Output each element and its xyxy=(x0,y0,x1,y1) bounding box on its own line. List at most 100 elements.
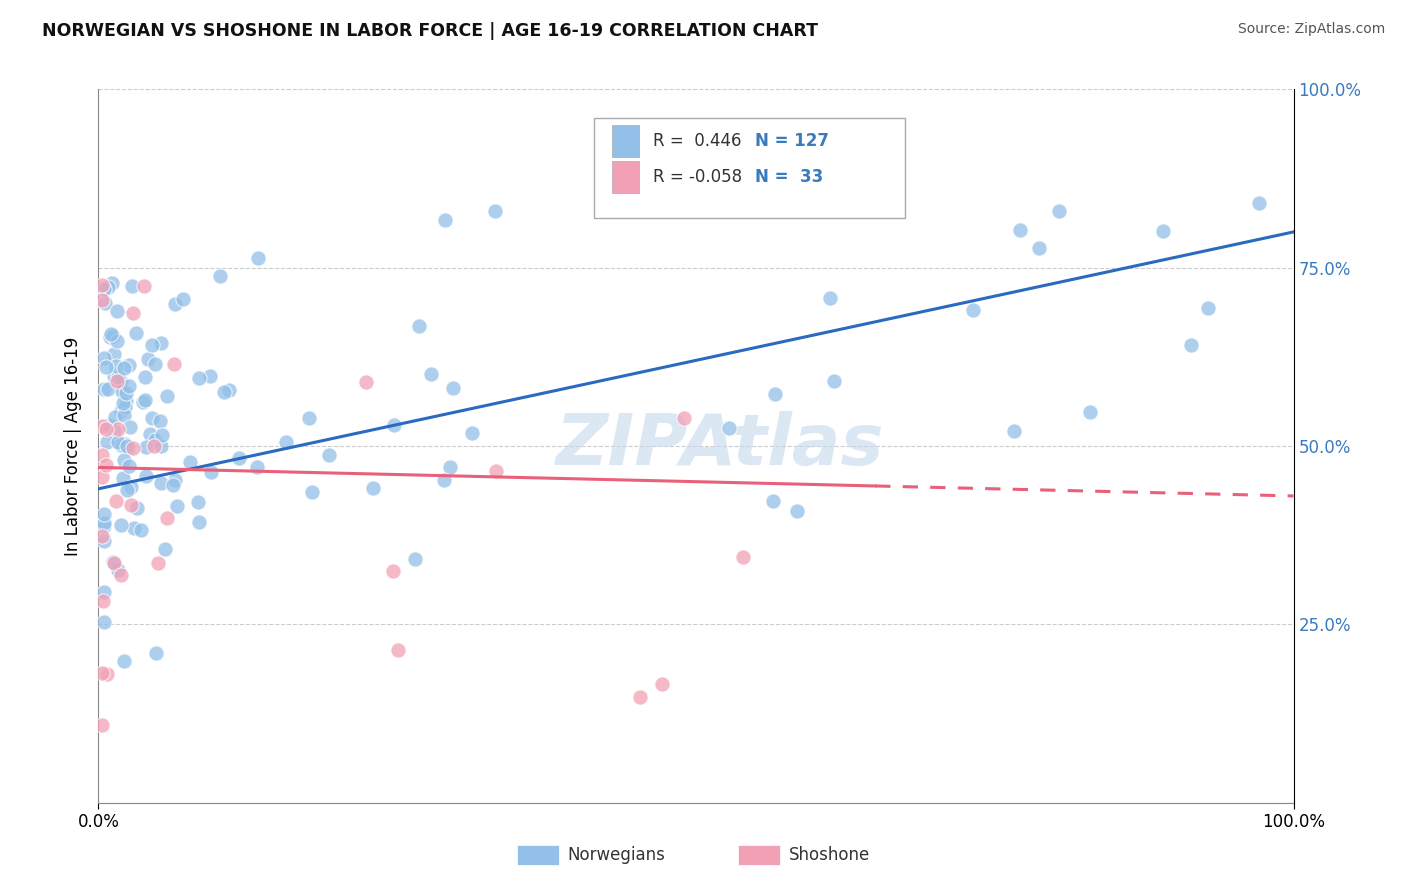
Point xyxy=(96,435,118,450)
Point xyxy=(419,367,441,381)
Point xyxy=(93,382,115,396)
Point xyxy=(354,375,377,389)
Point xyxy=(105,334,128,348)
Point xyxy=(103,347,125,361)
Point xyxy=(122,305,145,319)
Point xyxy=(122,521,145,535)
Point xyxy=(228,451,250,466)
Point xyxy=(672,411,695,425)
Point xyxy=(361,482,384,496)
Point xyxy=(107,370,129,384)
Point xyxy=(628,690,651,704)
Point xyxy=(1008,223,1031,237)
Point xyxy=(172,292,194,306)
Point xyxy=(404,552,426,566)
Point xyxy=(103,425,125,439)
Point xyxy=(97,280,120,294)
Point xyxy=(91,593,114,607)
Point xyxy=(122,441,145,455)
Point xyxy=(115,393,138,408)
Point xyxy=(134,392,156,407)
Point xyxy=(134,279,156,293)
Point xyxy=(148,557,170,571)
Point xyxy=(186,495,208,509)
Point xyxy=(139,426,162,441)
Point xyxy=(718,421,741,435)
Text: Source: ZipAtlas.com: Source: ZipAtlas.com xyxy=(1237,22,1385,37)
Point xyxy=(93,282,115,296)
Point xyxy=(91,448,114,462)
Point xyxy=(101,555,124,569)
Point xyxy=(104,410,127,425)
Point xyxy=(179,455,201,469)
Point xyxy=(114,401,136,415)
Point xyxy=(218,383,240,397)
Point xyxy=(120,479,142,493)
Point xyxy=(118,358,141,372)
Text: ZIPAtlas: ZIPAtlas xyxy=(555,411,884,481)
Point xyxy=(150,335,173,350)
Point xyxy=(118,459,141,474)
Point xyxy=(107,435,129,450)
Point xyxy=(110,568,132,582)
Point xyxy=(441,381,464,395)
Point xyxy=(484,203,506,218)
Point xyxy=(96,422,118,436)
Point xyxy=(134,369,156,384)
Point xyxy=(107,304,129,318)
Point xyxy=(823,375,845,389)
Point xyxy=(132,395,155,409)
Point xyxy=(96,667,118,681)
Point xyxy=(1002,424,1025,438)
Point xyxy=(101,276,124,290)
Point xyxy=(94,458,117,472)
Point xyxy=(118,419,141,434)
Point xyxy=(382,564,405,578)
Text: Norwegians: Norwegians xyxy=(567,846,665,863)
Point xyxy=(461,426,484,441)
Point xyxy=(110,404,132,418)
Point xyxy=(91,277,114,292)
Point xyxy=(93,351,115,365)
Point xyxy=(115,483,138,498)
Point xyxy=(125,326,148,341)
Point xyxy=(112,408,135,422)
Point xyxy=(91,529,114,543)
Point xyxy=(162,357,184,371)
Point xyxy=(818,291,841,305)
Point xyxy=(142,439,165,453)
Point xyxy=(298,411,321,425)
Point xyxy=(1180,338,1202,352)
Point xyxy=(301,485,323,500)
Point xyxy=(149,439,172,453)
Point xyxy=(103,329,125,343)
Point xyxy=(103,369,125,384)
Point xyxy=(91,419,114,434)
Point xyxy=(114,436,136,450)
Point xyxy=(155,389,177,403)
Point xyxy=(91,665,114,680)
Point xyxy=(704,184,727,198)
Point xyxy=(98,417,121,432)
Point xyxy=(247,251,270,265)
Point xyxy=(382,418,405,433)
Point xyxy=(163,297,186,311)
Point xyxy=(110,376,132,390)
Point xyxy=(129,523,152,537)
Point xyxy=(149,414,172,428)
Text: R = -0.058: R = -0.058 xyxy=(652,168,742,186)
Point xyxy=(387,643,409,657)
Point xyxy=(93,296,115,310)
Point xyxy=(1078,405,1101,419)
Point xyxy=(761,493,783,508)
Point xyxy=(246,460,269,475)
Point xyxy=(112,361,135,376)
Point xyxy=(135,469,157,483)
Point xyxy=(143,358,166,372)
Point xyxy=(112,396,135,410)
Point xyxy=(112,385,135,400)
Point xyxy=(1197,301,1219,316)
Point xyxy=(733,550,755,565)
Point xyxy=(433,473,456,487)
Text: N = 127: N = 127 xyxy=(755,132,828,150)
